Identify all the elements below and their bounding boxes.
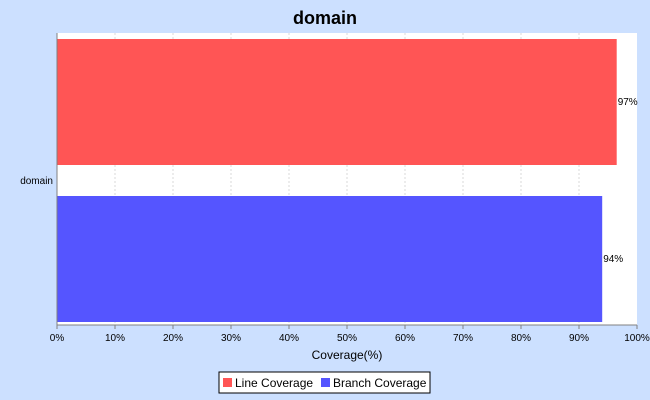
- bar-branch-coverage: [57, 196, 603, 322]
- legend: Line Coverage Branch Coverage: [218, 371, 431, 394]
- x-tick-label: 60%: [395, 333, 415, 344]
- chart-title: domain: [293, 8, 357, 28]
- x-tick-label: 30%: [221, 333, 241, 344]
- x-tick-label: 20%: [163, 333, 183, 344]
- x-tick-label: 10%: [105, 333, 125, 344]
- legend-swatch-branch-coverage: [321, 378, 330, 387]
- x-tick-label: 40%: [279, 333, 299, 344]
- x-tick-label: 80%: [511, 333, 531, 344]
- x-tick-label: 90%: [569, 333, 589, 344]
- legend-label-branch-coverage: Branch Coverage: [333, 376, 427, 390]
- x-axis-label: Coverage(%): [312, 348, 383, 362]
- bar-line-coverage-label: 97%: [618, 97, 638, 108]
- legend-label-line-coverage: Line Coverage: [235, 376, 313, 390]
- x-tick-label: 0%: [50, 333, 65, 344]
- category-label: domain: [20, 176, 53, 187]
- bar-line-coverage: [57, 39, 617, 165]
- x-tick-label: 100%: [624, 333, 650, 344]
- legend-swatch-line-coverage: [223, 378, 232, 387]
- x-tick-label: 70%: [453, 333, 473, 344]
- x-tick-label: 50%: [337, 333, 357, 344]
- bar-branch-coverage-label: 94%: [603, 254, 623, 265]
